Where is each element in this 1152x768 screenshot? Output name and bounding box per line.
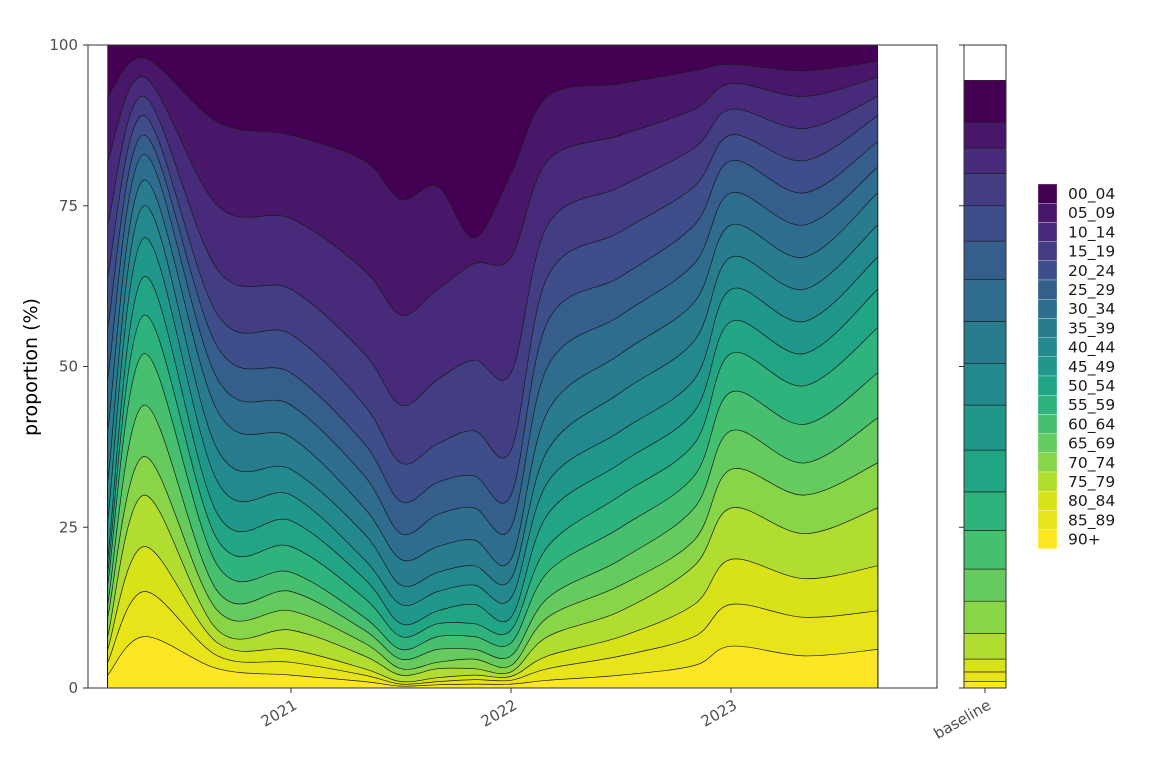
legend-key-70_74 [1037,452,1058,473]
baseline-segment-10_14 [963,147,1007,174]
legend-label-20_24: 20_24 [1068,262,1115,281]
legend-label-05_09: 05_09 [1068,204,1115,223]
legend-label-10_14: 10_14 [1068,223,1115,242]
legend-label-65_69: 65_69 [1068,435,1115,454]
legend-label-00_04: 00_04 [1068,185,1115,204]
baseline-segment-60_64 [963,530,1007,570]
baseline-segment-90+ [963,681,1007,689]
baseline-column [963,80,1007,689]
stacked-areas [107,44,879,689]
legend-label-50_54: 50_54 [1068,377,1115,396]
legend-label-80_84: 80_84 [1068,492,1115,511]
legend-key-20_24 [1037,260,1058,281]
legend-key-50_54 [1037,375,1058,396]
legend-label-30_34: 30_34 [1068,300,1115,319]
legend-label-15_19: 15_19 [1068,243,1115,262]
baseline-segment-35_39 [963,321,1007,364]
legend-label-55_59: 55_59 [1068,396,1115,415]
x-tick-label: 2021 [258,696,300,731]
legend-label-25_29: 25_29 [1068,281,1115,300]
legend-key-55_59 [1037,395,1058,415]
baseline-segment-65_69 [963,568,1007,602]
legend-label-70_74: 70_74 [1068,454,1115,473]
baseline-segment-85_89 [963,671,1007,682]
legend-label-75_79: 75_79 [1068,473,1115,492]
legend-label-40_44: 40_44 [1068,339,1115,358]
legend-key-90+ [1037,529,1058,549]
y-tick-label: 100 [49,36,78,54]
baseline-segment-00_04 [963,80,1007,123]
y-tick-label: 25 [59,518,78,536]
baseline-segment-45_49 [963,404,1007,451]
baseline-segment-30_34 [963,279,1007,322]
baseline-segment-15_19 [963,173,1007,207]
x-tick-label: 2023 [698,696,740,731]
legend-label-45_49: 45_49 [1068,358,1115,377]
baseline-segment-75_79 [963,633,1007,660]
y-tick-label: 75 [59,197,78,215]
y-axis: 0 25 50 75 100 [49,36,964,697]
x-tick-label: 2022 [478,696,520,731]
legend-key-15_19 [1037,241,1058,261]
baseline-segment-80_84 [963,658,1007,673]
y-tick-label: 0 [68,679,78,697]
baseline-segment-40_44 [963,362,1007,406]
legend-label-60_64: 60_64 [1068,415,1115,434]
legend-key-80_84 [1037,491,1058,511]
legend-label-85_89: 85_89 [1068,511,1115,530]
y-axis-title: proportion (%) [20,298,42,436]
y-tick-label: 50 [59,358,78,376]
area-band-85_89 [107,591,879,689]
legend-key-35_39 [1037,318,1058,338]
legend-key-40_44 [1037,337,1058,357]
baseline-segment-25_29 [963,240,1007,280]
legend-key-05_09 [1037,203,1058,223]
legend-key-85_89 [1037,510,1058,530]
legend: 00_0405_0910_1415_1920_2425_2930_3435_39… [1037,183,1115,549]
baseline-segment-55_59 [963,491,1007,531]
legend-key-00_04 [1037,183,1058,204]
area-band-90+ [107,636,879,689]
legend-label-35_39: 35_39 [1068,319,1115,338]
legend-key-10_14 [1037,222,1058,242]
legend-key-30_34 [1037,299,1058,319]
legend-key-25_29 [1037,279,1058,300]
baseline-segment-05_09 [963,121,1007,149]
legend-key-75_79 [1037,471,1058,492]
x-axis: 2021 2022 2023 baseline [258,688,994,743]
baseline-segment-70_74 [963,600,1007,634]
legend-label-90+: 90+ [1068,531,1101,549]
legend-key-45_49 [1037,356,1058,377]
baseline-segment-50_54 [963,449,1007,493]
legend-key-60_64 [1037,414,1058,434]
baseline-segment-20_24 [963,205,1007,242]
legend-key-65_69 [1037,433,1058,453]
x-tick-label: baseline [931,696,994,743]
